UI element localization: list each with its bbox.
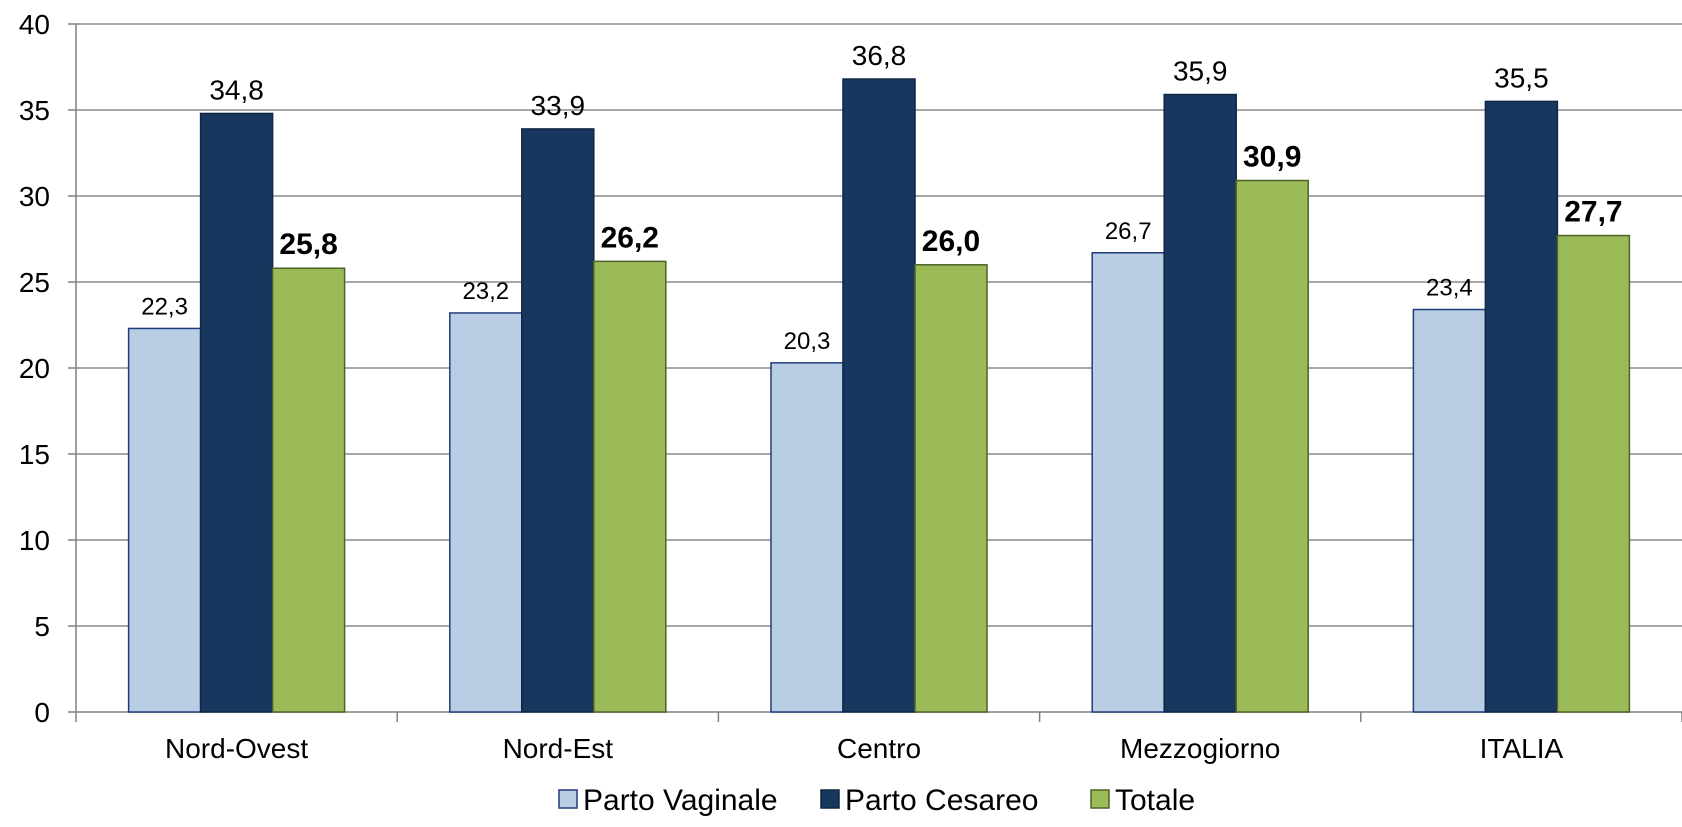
y-axis: 0 5 10 15 20 25 30 35 40 <box>19 9 77 728</box>
bar-parto-vaginale <box>770 362 844 713</box>
y-tick-label: 25 <box>19 267 50 298</box>
legend-swatch <box>558 789 578 809</box>
x-category-label: Centro <box>837 733 921 764</box>
bar-parto-cesareo <box>1163 93 1237 713</box>
bar-parto-vaginale <box>1412 308 1487 713</box>
data-label: 35,9 <box>1173 56 1228 87</box>
bar-parto-cesareo <box>1484 100 1559 713</box>
x-category-label: Nord-Ovest <box>165 733 308 764</box>
bars <box>127 78 1631 713</box>
legend-label: Parto Vaginale <box>583 784 778 817</box>
data-label: 33,9 <box>531 90 586 121</box>
data-label: 20,3 <box>784 328 831 355</box>
bar-totale <box>271 267 346 713</box>
x-axis: Nord-Ovest Nord-Est Centro Mezzogiorno ITALI… <box>75 711 1682 764</box>
bar-parto-vaginale <box>1091 252 1165 713</box>
data-label: 36,8 <box>852 40 907 71</box>
data-label: 26,2 <box>601 221 659 254</box>
bar-totale <box>1556 234 1631 713</box>
bar-totale <box>593 260 667 713</box>
x-category-label: ITALIA <box>1480 733 1564 764</box>
legend-swatch <box>1090 789 1110 809</box>
bar-totale <box>914 264 988 713</box>
y-tick-label: 20 <box>19 353 50 384</box>
data-label: 30,9 <box>1243 141 1301 174</box>
y-tick-label: 0 <box>34 697 50 728</box>
legend-label: Parto Cesareo <box>845 784 1038 817</box>
data-label: 22,3 <box>141 293 188 320</box>
data-labels: 22,3 34,8 25,8 23,2 33,9 26,2 20,3 36,8 26,0 26,7… <box>141 40 1622 355</box>
y-tick-label: 5 <box>34 611 50 642</box>
bar-parto-cesareo <box>521 128 595 713</box>
data-label: 23,4 <box>1426 275 1473 302</box>
x-category-label: Nord-Est <box>503 733 614 764</box>
bar-parto-cesareo <box>199 112 274 713</box>
data-label: 26,0 <box>922 225 980 258</box>
bar-parto-vaginale <box>449 312 523 713</box>
y-tick-label: 10 <box>19 525 50 556</box>
data-label: 34,8 <box>209 74 264 105</box>
data-label: 23,2 <box>462 278 509 305</box>
bar-parto-cesareo <box>842 78 916 713</box>
x-category-label: Mezzogiorno <box>1120 733 1280 764</box>
bar-totale <box>1235 179 1309 713</box>
data-label: 25,8 <box>279 228 337 261</box>
y-tick-label: 35 <box>19 95 50 126</box>
legend-label: Totale <box>1115 784 1195 817</box>
y-tick-label: 15 <box>19 439 50 470</box>
data-label: 27,7 <box>1564 196 1622 229</box>
data-label: 26,7 <box>1105 218 1152 245</box>
y-tick-label: 30 <box>19 181 50 212</box>
y-tick-label: 40 <box>19 9 50 40</box>
legend-swatch <box>820 789 840 809</box>
data-label: 35,5 <box>1494 62 1549 93</box>
legend: Parto Vaginale Parto Cesareo Totale <box>558 784 1195 817</box>
bar-parto-vaginale <box>127 327 202 713</box>
